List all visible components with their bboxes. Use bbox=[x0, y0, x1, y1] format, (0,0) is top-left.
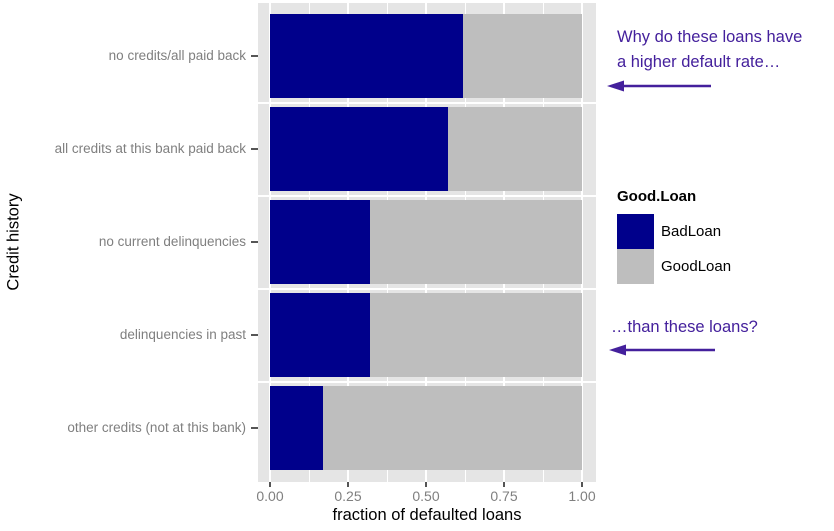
x-tick-label: 0.50 bbox=[412, 488, 440, 504]
minor-gridline bbox=[258, 101, 596, 104]
x-tick-mark bbox=[581, 482, 583, 487]
minor-gridline bbox=[258, 287, 596, 290]
y-axis-label: delinquencies in past bbox=[119, 327, 246, 342]
y-tick-mark bbox=[251, 427, 258, 429]
left-arrow-icon bbox=[607, 342, 719, 363]
minor-gridline bbox=[258, 194, 596, 197]
bar-segment-goodloan bbox=[447, 107, 582, 191]
legend-item-goodloan: GoodLoan bbox=[617, 249, 731, 284]
left-arrow-icon bbox=[605, 78, 715, 99]
legend: Good.Loan BadLoan GoodLoan bbox=[617, 188, 731, 284]
bar-segment-badloan bbox=[270, 386, 324, 470]
x-tick-label: 0.75 bbox=[490, 488, 518, 504]
x-tick-mark bbox=[269, 482, 271, 487]
y-tick-mark bbox=[251, 334, 258, 336]
x-tick-mark bbox=[425, 482, 427, 487]
x-axis-title: fraction of defaulted loans bbox=[332, 506, 522, 524]
x-tick-label: 0.25 bbox=[334, 488, 362, 504]
annotation-question-1: Why do these loans have a higher default… bbox=[617, 25, 802, 75]
legend-item-badloan: BadLoan bbox=[617, 214, 731, 249]
annotation-line: a higher default rate… bbox=[617, 53, 781, 71]
x-tick-label: 1.00 bbox=[568, 488, 596, 504]
x-tick-mark bbox=[347, 482, 349, 487]
annotation-line: …than these loans? bbox=[611, 318, 758, 336]
y-tick-mark bbox=[251, 241, 258, 243]
legend-label: GoodLoan bbox=[661, 258, 732, 275]
bar-segment-goodloan bbox=[323, 386, 582, 470]
bar-segment-badloan bbox=[270, 107, 448, 191]
y-axis-label: no current delinquencies bbox=[98, 234, 246, 249]
bar-segment-badloan bbox=[270, 293, 370, 377]
legend-title: Good.Loan bbox=[617, 188, 697, 205]
bar-segment-goodloan bbox=[463, 14, 582, 98]
x-tick-label: 0.00 bbox=[256, 488, 284, 504]
bar-segment-badloan bbox=[270, 200, 370, 284]
minor-gridline bbox=[258, 380, 596, 383]
bar-segment-goodloan bbox=[369, 293, 582, 377]
plot-panel bbox=[258, 3, 596, 482]
major-gridline bbox=[581, 3, 583, 482]
bar-segment-goodloan bbox=[369, 200, 582, 284]
y-axis-label: all credits at this bank paid back bbox=[54, 141, 246, 156]
x-tick-mark bbox=[503, 482, 505, 487]
y-axis-label: no credits/all paid back bbox=[108, 48, 246, 63]
y-axis-label: other credits (not at this bank) bbox=[67, 420, 246, 435]
bar-segment-badloan bbox=[270, 14, 464, 98]
goodloan-swatch-icon bbox=[617, 249, 654, 284]
y-tick-mark bbox=[251, 148, 258, 150]
annotation-line: Why do these loans have bbox=[617, 28, 803, 46]
annotation-question-2: …than these loans? bbox=[611, 315, 758, 340]
legend-label: BadLoan bbox=[661, 223, 722, 240]
y-tick-mark bbox=[251, 55, 258, 57]
badloan-swatch-icon bbox=[617, 214, 654, 249]
